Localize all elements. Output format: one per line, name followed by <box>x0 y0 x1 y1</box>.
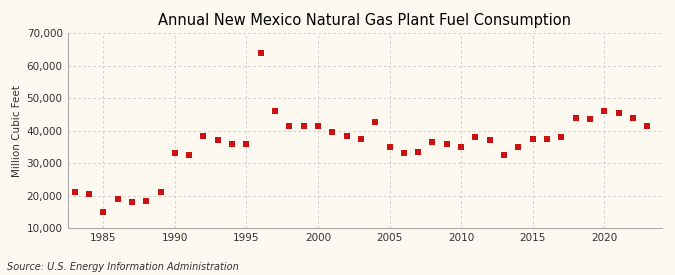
Point <box>141 198 152 203</box>
Point <box>570 116 581 120</box>
Point <box>370 120 381 125</box>
Point <box>198 133 209 138</box>
Point <box>70 190 80 195</box>
Point <box>227 141 238 146</box>
Point <box>585 117 595 122</box>
Point <box>112 197 123 201</box>
Point <box>541 137 552 141</box>
Point <box>255 50 266 55</box>
Point <box>98 210 109 214</box>
Point <box>269 109 280 113</box>
Point <box>398 151 409 156</box>
Point <box>155 190 166 195</box>
Point <box>427 140 438 144</box>
Point <box>327 130 338 134</box>
Point <box>499 153 510 157</box>
Point <box>241 141 252 146</box>
Point <box>599 109 610 113</box>
Point <box>184 153 194 157</box>
Point <box>298 123 309 128</box>
Point <box>642 123 653 128</box>
Point <box>313 123 323 128</box>
Point <box>628 116 639 120</box>
Point <box>513 145 524 149</box>
Point <box>356 137 367 141</box>
Point <box>456 145 466 149</box>
Y-axis label: Million Cubic Feet: Million Cubic Feet <box>12 85 22 177</box>
Point <box>441 141 452 146</box>
Point <box>413 150 424 154</box>
Point <box>126 200 137 204</box>
Point <box>527 137 538 141</box>
Text: Source: U.S. Energy Information Administration: Source: U.S. Energy Information Administ… <box>7 262 238 272</box>
Point <box>84 192 95 196</box>
Point <box>213 138 223 142</box>
Title: Annual New Mexico Natural Gas Plant Fuel Consumption: Annual New Mexico Natural Gas Plant Fuel… <box>158 13 571 28</box>
Point <box>613 111 624 115</box>
Point <box>341 133 352 138</box>
Point <box>470 135 481 139</box>
Point <box>485 138 495 142</box>
Point <box>556 135 567 139</box>
Point <box>284 123 295 128</box>
Point <box>384 145 395 149</box>
Point <box>169 151 180 156</box>
